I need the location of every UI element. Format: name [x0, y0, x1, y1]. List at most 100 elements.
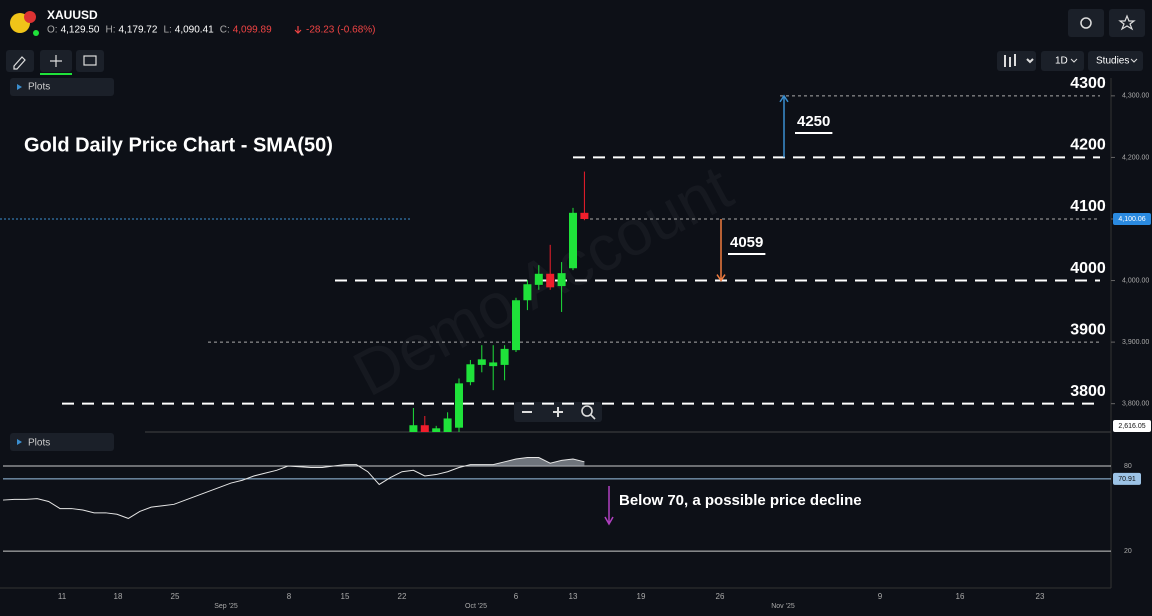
indicator-tick-label: 80: [1124, 463, 1132, 470]
level-label: 4200: [1070, 137, 1106, 154]
chart-type-icon: [1004, 54, 1034, 67]
notes-icon: [83, 55, 97, 66]
candle-body: [432, 428, 441, 432]
interval: 1D: [1055, 56, 1068, 67]
candle-body: [443, 418, 452, 432]
draw-button[interactable]: [6, 50, 34, 72]
x-tick-label: 25: [171, 592, 180, 601]
ohlc-value: 4,099.89: [233, 25, 272, 36]
pencil-icon: [13, 56, 26, 70]
y-tick-label: 4,000.00: [1122, 277, 1149, 284]
candle-body: [409, 425, 418, 432]
candle-body: [512, 300, 520, 351]
ohlc-key: O:: [47, 25, 58, 36]
status-dot: [33, 30, 39, 36]
price-badge: [1113, 420, 1151, 432]
price-badge-label: 2,616.05: [1118, 423, 1145, 430]
zoom-in[interactable]: [553, 407, 563, 417]
indicator-tick-label: 20: [1124, 548, 1132, 555]
panel-tag[interactable]: [10, 433, 114, 451]
expand-icon: [17, 84, 22, 90]
candle-body: [580, 212, 589, 219]
flag-icon: [24, 11, 36, 23]
indicator-badge-label: 70.91: [1118, 476, 1136, 483]
level-label: 3800: [1070, 383, 1106, 400]
zoom-reset[interactable]: [581, 405, 593, 417]
caret: [1130, 58, 1138, 63]
panel-label: Plots: [28, 438, 50, 449]
ohlc-value: 4,090.41: [175, 25, 214, 36]
x-month-label: Nov '25: [771, 603, 795, 610]
chart-type-button[interactable]: [997, 51, 1036, 71]
y-tick-label: 3,900.00: [1122, 339, 1149, 346]
level-label: 4000: [1070, 260, 1106, 277]
ohlc-key: C:: [220, 25, 230, 36]
last-price-label: 4,100.06: [1118, 216, 1145, 223]
active-indicator: [40, 73, 72, 75]
crosshair-icon: [50, 55, 62, 67]
last-price-badge: [1113, 212, 1151, 225]
candles: [409, 171, 589, 432]
studies: Studies: [1096, 56, 1129, 67]
x-month-label: Sep '25: [214, 603, 238, 610]
level-label: 4300: [1070, 75, 1106, 92]
panel-label: Plots: [28, 82, 50, 93]
expand-icon: [17, 439, 22, 445]
x-tick-label: 26: [716, 592, 725, 601]
star-icon: [1118, 14, 1136, 31]
level-label: 3900: [1070, 321, 1106, 338]
y-tick-label: 4,300.00: [1122, 93, 1149, 100]
arrow-head: [716, 274, 726, 282]
studies-button[interactable]: [1088, 51, 1143, 71]
interval-button[interactable]: [1041, 51, 1084, 71]
ohlc-value: 4,129.50: [61, 25, 100, 36]
x-tick-label: 22: [398, 592, 407, 601]
level-label: 4100: [1070, 198, 1106, 215]
x-tick-label: 23: [1036, 592, 1045, 601]
candle-body: [557, 273, 566, 287]
candle-body: [569, 212, 577, 269]
x-tick-label: 19: [637, 592, 646, 601]
indicator-badge: [1113, 472, 1141, 485]
candle-body: [477, 359, 486, 365]
target-label: 4059: [730, 234, 763, 251]
notes-button[interactable]: [76, 50, 104, 72]
locate-icon: [1080, 17, 1092, 29]
x-month-label: Oct '25: [465, 603, 487, 610]
caret: [1070, 58, 1078, 63]
candle-body: [523, 284, 532, 301]
symbol: XAUUSD: [47, 8, 98, 22]
x-tick-label: 8: [287, 592, 292, 601]
ohlc-value: 4,179.72: [119, 25, 158, 36]
panel-tag[interactable]: [10, 78, 114, 96]
indicator-line: [2, 457, 585, 520]
note-arrow-head: [604, 516, 614, 526]
x-tick-label: 18: [114, 592, 123, 601]
candle-body: [420, 425, 429, 432]
favorite-button[interactable]: [1109, 9, 1145, 37]
x-tick-label: 16: [956, 592, 965, 601]
candle-body: [546, 273, 555, 288]
candle-body: [455, 383, 463, 428]
ohlc-key: H:: [106, 25, 116, 36]
change: -28.23 (-0.68%): [306, 25, 375, 36]
x-tick-label: 9: [878, 592, 883, 601]
chart-title: Gold Daily Price Chart - SMA(50): [24, 134, 333, 156]
change-arrow: [294, 26, 302, 34]
y-tick-label: 3,800.00: [1122, 401, 1149, 408]
x-tick-label: 13: [569, 592, 578, 601]
candle-body: [489, 362, 498, 367]
candle-body: [534, 273, 543, 285]
target-label: 4250: [797, 113, 830, 130]
ohlc-key: L:: [163, 25, 171, 36]
x-tick-label: 6: [514, 592, 519, 601]
arrow-head: [779, 94, 789, 103]
locate-button[interactable]: [1068, 9, 1104, 37]
zoom-reset-handle: [590, 414, 596, 420]
candle-body: [500, 348, 509, 365]
y-tick-label: 4,200.00: [1122, 154, 1149, 161]
indicator-note: Below 70, a possible price decline: [619, 492, 862, 509]
x-tick-label: 15: [341, 592, 350, 601]
